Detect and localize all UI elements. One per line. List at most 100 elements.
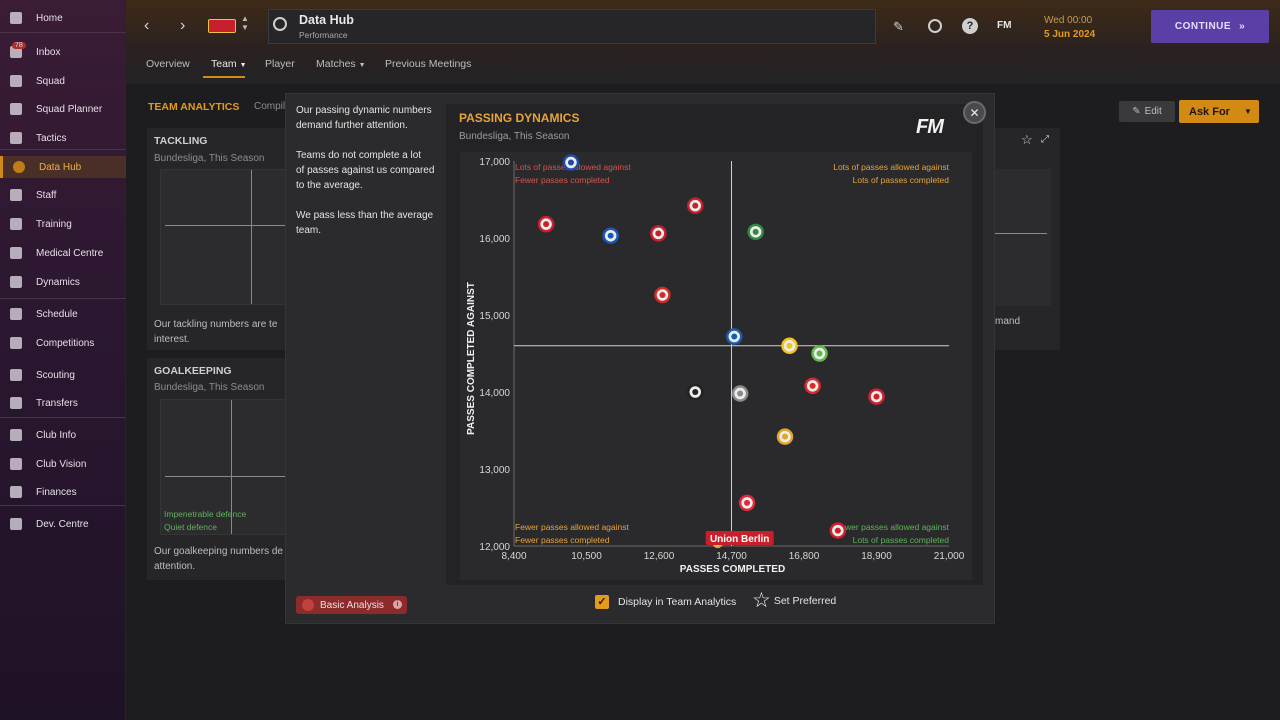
dev-centre-icon	[10, 518, 22, 530]
fm-logo: FM	[916, 116, 944, 138]
team-crest-center	[782, 433, 789, 440]
sidebar-divider	[0, 32, 126, 33]
sidebar-item-label: Squad Planner	[36, 103, 103, 115]
edit-label: Edit	[1144, 106, 1162, 117]
back-button[interactable]: ‹	[144, 17, 150, 34]
tab-previous-meetings[interactable]: Previous Meetings	[385, 58, 472, 70]
x-tick-label: 21,000	[934, 551, 965, 562]
quadrant-label-bottom-right: Lots of passes completed	[853, 535, 950, 545]
x-tick-label: 14,700	[716, 551, 747, 562]
tab-overview[interactable]: Overview	[146, 58, 190, 70]
sidebar-item-finances[interactable]: Finances	[0, 481, 126, 503]
inbox-icon: 78	[10, 42, 26, 58]
expand-icon[interactable]: ⤢	[1041, 134, 1049, 145]
description-line: team.	[296, 225, 322, 236]
quadrant-label-bottom-left: Fewer passes allowed against	[515, 522, 630, 532]
tactics-icon	[10, 132, 22, 144]
star-icon[interactable]: ☆	[1021, 132, 1033, 147]
sidebar-item-label: Inbox	[36, 46, 61, 58]
goalkeeping-text: Our goalkeeping numbers de attention.	[154, 546, 283, 572]
sidebar-item-training[interactable]: Training	[0, 213, 126, 235]
pencil-icon[interactable]: ✎	[893, 19, 904, 34]
medical-icon	[10, 247, 22, 259]
sidebar-item-dynamics[interactable]: Dynamics	[0, 271, 126, 293]
edit-button[interactable]: ✎ Edit	[1119, 101, 1175, 122]
description-line: We pass less than the average	[296, 210, 434, 221]
sidebar-item-club-info[interactable]: Club Info	[0, 424, 126, 446]
sidebar-item-label: Tactics	[36, 132, 67, 144]
sidebar-item-schedule[interactable]: Schedule	[0, 303, 126, 325]
display-in-analytics-checkbox[interactable]: ✓	[595, 595, 609, 609]
tackling-subtitle: Bundesliga, This Season	[154, 153, 265, 164]
search-bar[interactable]	[268, 9, 876, 44]
goalkeeping-title: GOALKEEPING	[154, 365, 232, 377]
sidebar-item-label: Squad	[36, 75, 65, 87]
help-icon[interactable]: ?	[962, 18, 978, 34]
description-line: Our passing dynamic numbers	[296, 105, 432, 116]
info-icon: i	[393, 600, 402, 609]
team-crest-center	[752, 228, 759, 235]
forward-button[interactable]: ›	[180, 17, 186, 34]
sidebar-item-home[interactable]: Home	[0, 7, 126, 29]
y-tick-label: 15,000	[479, 311, 510, 322]
set-preferred-button[interactable]: ☆ Set Preferred	[752, 590, 836, 612]
basic-analysis-label: Basic Analysis	[320, 599, 384, 611]
sidebar-item-staff[interactable]: Staff	[0, 184, 126, 206]
sidebar-item-inbox[interactable]: 78 Inbox	[0, 41, 126, 63]
close-button[interactable]: ✕	[963, 101, 986, 124]
search-icon[interactable]	[273, 17, 287, 31]
data-hub-icon	[13, 161, 25, 173]
y-tick-label: 14,000	[479, 388, 510, 399]
fm-icon[interactable]: FM	[997, 20, 1012, 31]
tab-team[interactable]: Team ▼	[211, 58, 247, 70]
sidebar-item-tactics[interactable]: Tactics	[0, 127, 126, 149]
dynamics-icon	[10, 276, 22, 288]
display-in-analytics-label: Display in Team Analytics	[618, 596, 737, 608]
basic-analysis-button[interactable]: Basic Analysis i	[296, 596, 407, 614]
description-line: demand further attention.	[296, 120, 408, 131]
team-crest-center	[786, 342, 793, 349]
sidebar-item-label: Finances	[36, 486, 77, 498]
club-switch-icon[interactable]: ▲ ▼	[241, 14, 249, 32]
sidebar-item-label: Competitions	[36, 337, 95, 349]
team-crest-center	[659, 291, 666, 298]
sidebar-item-squad[interactable]: Squad	[0, 70, 126, 92]
club-crest-icon[interactable]	[208, 19, 236, 33]
ask-for-button[interactable]: Ask For ▼	[1179, 100, 1259, 123]
sidebar-item-squad-planner[interactable]: Squad Planner	[0, 98, 126, 120]
sidebar-item-scouting[interactable]: Scouting	[0, 364, 126, 386]
tackling-mini-chart[interactable]	[160, 169, 287, 305]
brain-icon[interactable]	[928, 19, 942, 33]
team-crest-center	[744, 499, 751, 506]
x-tick-label: 10,500	[571, 551, 602, 562]
goalkeeping-mini-chart[interactable]: Impenetrable defence Quiet defence	[160, 399, 287, 535]
description-line	[296, 193, 441, 208]
x-tick-label: 16,800	[789, 551, 820, 562]
sidebar-item-medical-centre[interactable]: Medical Centre	[0, 242, 126, 264]
sidebar-divider	[0, 298, 126, 299]
sidebar-item-label: Training	[36, 218, 72, 230]
team-crest-center	[607, 232, 614, 239]
tab-matches[interactable]: Matches ▼	[316, 58, 366, 70]
sidebar-item-transfers[interactable]: Transfers	[0, 392, 126, 414]
team-crest-center	[567, 159, 574, 166]
training-icon	[10, 218, 22, 230]
sidebar-item-data-hub[interactable]: Data Hub	[0, 156, 126, 178]
squad-planner-icon	[10, 103, 22, 115]
sidebar-item-label: Dynamics	[36, 276, 80, 288]
sidebar-item-competitions[interactable]: Competitions	[0, 332, 126, 354]
sidebar-divider	[0, 505, 126, 506]
set-preferred-label: Set Preferred	[773, 595, 837, 607]
staff-icon	[10, 189, 22, 201]
tab-player[interactable]: Player	[265, 58, 295, 70]
continue-button[interactable]: CONTINUE »	[1151, 10, 1269, 43]
sidebar-divider	[0, 417, 126, 418]
sidebar-item-club-vision[interactable]: Club Vision	[0, 453, 126, 475]
sidebar-item-label: Staff	[36, 189, 57, 201]
sidebar-item-label: Scouting	[36, 369, 75, 381]
description-line	[296, 133, 441, 148]
team-crest-center	[834, 527, 841, 534]
sidebar-item-dev-centre[interactable]: Dev. Centre	[0, 513, 126, 535]
sidebar-item-label: Club Vision	[36, 458, 87, 470]
x-tick-label: 12,600	[644, 551, 675, 562]
